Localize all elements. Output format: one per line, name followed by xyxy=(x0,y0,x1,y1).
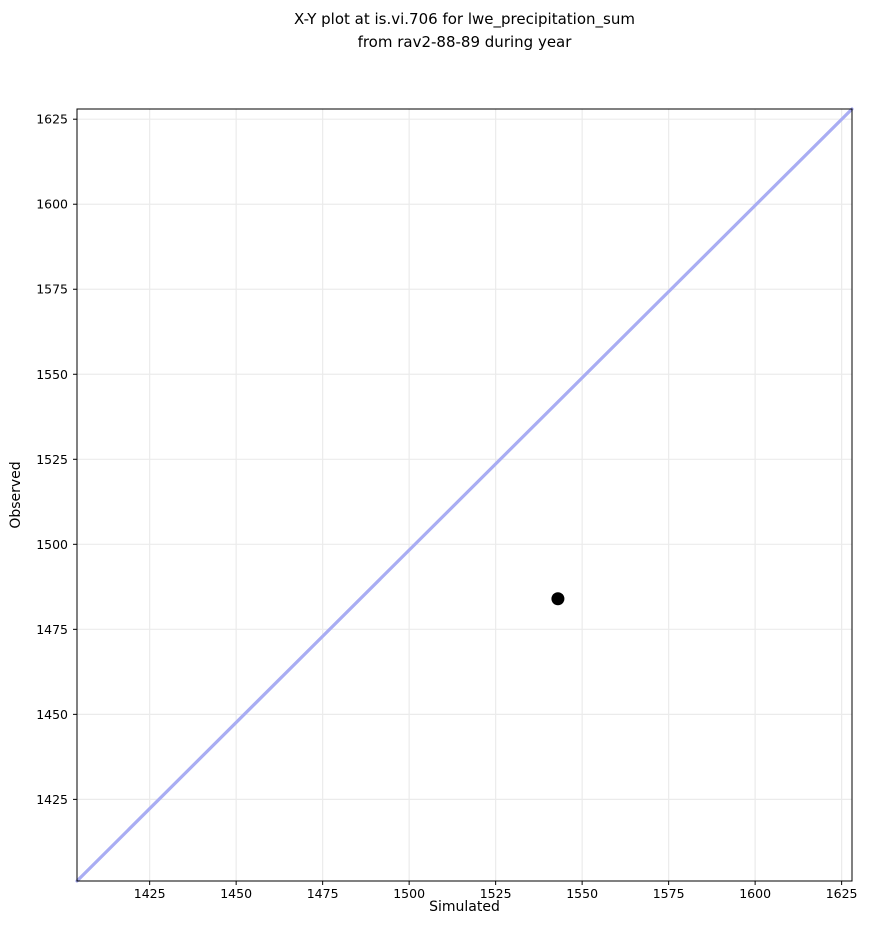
y-tick-label: 1550 xyxy=(36,367,68,382)
y-tick-label: 1575 xyxy=(36,282,68,297)
axes-border xyxy=(76,108,853,882)
x-tick-label: 1450 xyxy=(220,886,252,901)
data-point xyxy=(551,592,565,606)
y-tick-label: 1475 xyxy=(36,622,68,637)
chart-title-line1: X-Y plot at is.vi.706 for lwe_precipitat… xyxy=(294,10,635,28)
chart-title: X-Y plot at is.vi.706 for lwe_precipitat… xyxy=(77,8,852,54)
x-axis-label: Simulated xyxy=(429,899,500,915)
x-tick-label: 1575 xyxy=(653,886,685,901)
y-tick-label: 1525 xyxy=(36,452,68,467)
y-tick-label: 1450 xyxy=(36,707,68,722)
x-tick-label: 1550 xyxy=(566,886,598,901)
x-tick-label: 1525 xyxy=(480,886,512,901)
y-tick-label: 1500 xyxy=(36,537,68,552)
y-axis-label: Observed xyxy=(8,461,24,529)
x-tick-label: 1625 xyxy=(826,886,858,901)
x-tick-label: 1500 xyxy=(393,886,425,901)
one-to-one-line xyxy=(75,107,854,883)
x-tick-label: 1425 xyxy=(134,886,166,901)
y-tick-label: 1600 xyxy=(36,197,68,212)
x-tick-label: 1600 xyxy=(739,886,771,901)
chart-title-line2: from rav2-88-89 during year xyxy=(357,33,572,51)
y-tick-label: 1425 xyxy=(36,792,68,807)
x-tick-label: 1475 xyxy=(307,886,339,901)
y-tick-label: 1625 xyxy=(36,112,68,127)
